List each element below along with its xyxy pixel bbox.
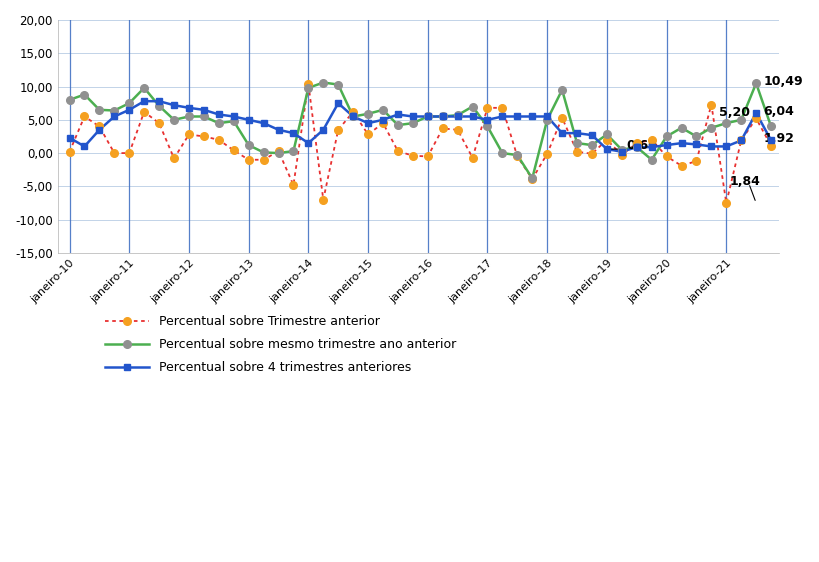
Text: 0,60: 0,60 [626, 139, 656, 152]
Text: 6,04: 6,04 [762, 105, 794, 118]
Text: 10,49: 10,49 [762, 75, 803, 88]
Text: 5,20: 5,20 [718, 106, 749, 120]
Text: 1,92: 1,92 [762, 133, 794, 146]
Legend: Percentual sobre Trimestre anterior, Percentual sobre mesmo trimestre ano anteri: Percentual sobre Trimestre anterior, Per… [100, 310, 460, 379]
Text: 1,84: 1,84 [728, 175, 759, 188]
